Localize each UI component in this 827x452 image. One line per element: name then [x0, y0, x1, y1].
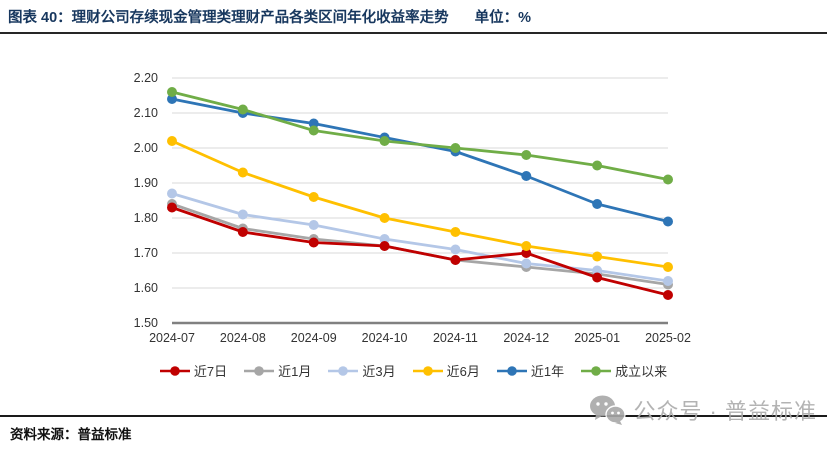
data-point: [450, 143, 461, 153]
legend-marker-icon: [412, 365, 443, 376]
wechat-icon: [590, 395, 627, 425]
chart-title: 图表 40：理财公司存续现金管理类理财产品各类区间年化收益率走势 单位：%: [8, 6, 820, 27]
data-point: [308, 220, 319, 230]
legend-label: 近3月: [362, 364, 396, 379]
data-point: [379, 136, 390, 146]
watermark-text: 公众号 · 普益标准: [633, 399, 817, 424]
x-tick-label: 2025-02: [645, 331, 691, 345]
series-近7日: [167, 202, 673, 300]
data-point: [308, 125, 319, 136]
series-line: [171, 192, 669, 283]
data-point: [167, 202, 177, 213]
data-point: [237, 167, 248, 178]
y-tick-label: 2.20: [134, 71, 158, 85]
data-point: [237, 104, 248, 115]
legend-label: 成立以来: [615, 364, 668, 379]
data-point: [379, 241, 390, 251]
legend-marker-icon: [159, 365, 190, 376]
x-tick-label: 2024-12: [503, 331, 549, 345]
data-point: [167, 188, 177, 199]
data-point: [663, 276, 673, 286]
legend-label: 近1年: [530, 364, 565, 379]
legend-item-近7日: 近7日: [159, 361, 228, 380]
legend-item-近1年: 近1年: [496, 361, 565, 380]
data-point: [592, 199, 603, 209]
data-point: [521, 171, 532, 181]
data-point: [592, 265, 603, 276]
legend-marker-icon: [244, 365, 275, 376]
data-point: [167, 136, 177, 146]
y-tick-label: 1.70: [134, 246, 158, 260]
data-point: [379, 234, 390, 244]
legend-item-近1月: 近1月: [244, 361, 311, 380]
legend-label: 近7日: [193, 364, 228, 379]
y-tick-label: 2.10: [134, 106, 158, 120]
series-line: [171, 90, 669, 181]
series-近6月: [167, 136, 673, 272]
y-tick-label: 1.90: [134, 176, 158, 190]
data-point: [521, 248, 532, 258]
data-point: [663, 262, 673, 272]
legend-marker-icon: [328, 365, 359, 376]
y-tick-label: 2.00: [134, 141, 158, 155]
data-point: [663, 290, 673, 300]
legend-marker-icon: [496, 365, 527, 376]
data-point: [379, 213, 390, 223]
data-point: [308, 118, 319, 129]
series-line: [171, 139, 669, 269]
data-point: [167, 94, 177, 104]
legend-marker-icon: [581, 365, 612, 376]
data-point: [521, 241, 532, 251]
legend-item-成立以来: 成立以来: [581, 361, 667, 380]
y-tick-label: 1.50: [134, 316, 158, 330]
legend-item-近6月: 近6月: [412, 361, 480, 380]
legend-label: 近6月: [446, 364, 480, 379]
chart-title-text: 图表 40：理财公司存续现金管理类理财产品各类区间年化收益率走势: [8, 10, 449, 26]
title-divider-line: [0, 32, 827, 34]
x-tick-label: 2024-10: [362, 331, 408, 345]
series-line: [171, 206, 669, 297]
x-tick-label: 2025-01: [574, 331, 620, 345]
data-point: [237, 227, 248, 237]
data-point: [450, 227, 461, 237]
data-point: [521, 150, 532, 160]
chart-legend: 近7日 近1月 近3月 近6月 近1年 成立以来: [0, 361, 827, 380]
data-point: [167, 87, 177, 97]
data-point: [308, 237, 319, 248]
data-point: [308, 192, 319, 202]
x-tick-label: 2024-09: [291, 331, 337, 345]
x-tick-label: 2024-08: [220, 331, 266, 345]
series-近3月: [167, 188, 673, 286]
data-point: [450, 244, 461, 255]
y-tick-label: 1.80: [134, 211, 158, 225]
watermark: 公众号 · 普益标准: [589, 394, 817, 426]
legend-label: 近1月: [278, 364, 312, 379]
legend-item-近3月: 近3月: [328, 361, 396, 380]
data-point: [663, 174, 673, 185]
data-source-label: 资料来源：普益标准: [10, 427, 132, 442]
data-point: [592, 160, 603, 171]
chart-unit-label: 单位：%: [474, 10, 532, 26]
footer-divider-line: [0, 415, 827, 417]
series-成立以来: [167, 87, 673, 185]
data-point: [237, 209, 248, 220]
data-point: [450, 255, 461, 265]
data-point: [521, 258, 532, 269]
data-point: [663, 216, 673, 227]
y-tick-label: 1.60: [134, 281, 158, 295]
x-tick-label: 2024-11: [433, 331, 478, 345]
x-tick-label: 2024-07: [149, 331, 195, 345]
data-point: [592, 272, 603, 283]
data-point: [592, 251, 603, 262]
